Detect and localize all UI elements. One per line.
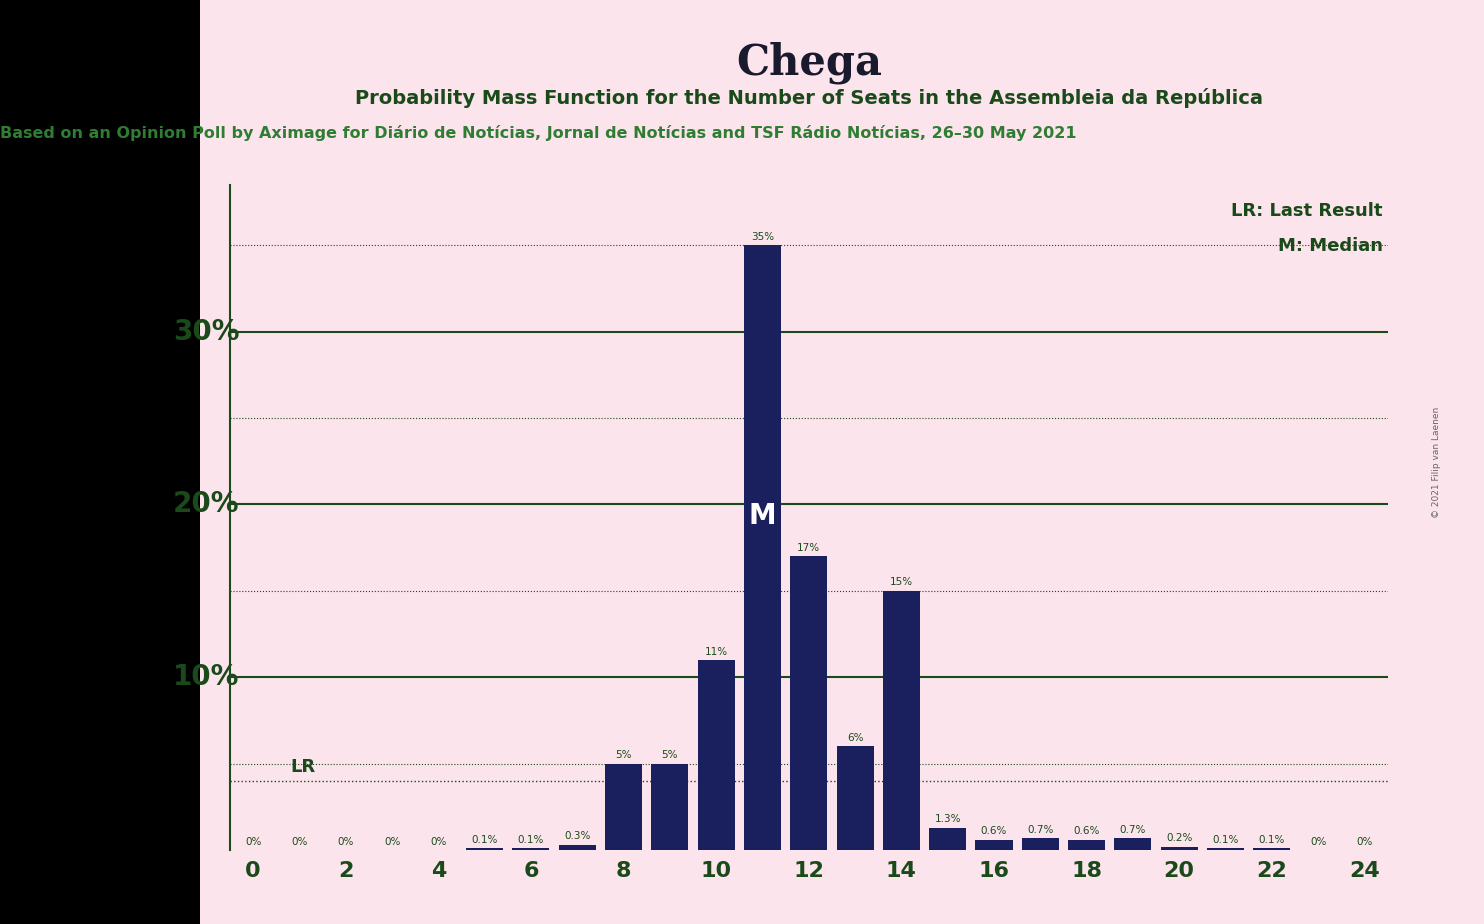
Text: LR: Last Result: LR: Last Result <box>1232 202 1383 220</box>
Text: 0.2%: 0.2% <box>1166 833 1192 844</box>
Text: 17%: 17% <box>797 543 821 553</box>
Bar <box>697 660 735 850</box>
Text: 1.3%: 1.3% <box>935 814 962 824</box>
Text: 0%: 0% <box>1310 836 1327 846</box>
Bar <box>975 840 1012 850</box>
Text: 0.1%: 0.1% <box>472 835 497 845</box>
Text: Probability Mass Function for the Number of Seats in the Assembleia da República: Probability Mass Function for the Number… <box>355 88 1263 108</box>
Text: M: Median: M: Median <box>1278 237 1383 255</box>
Text: 5%: 5% <box>616 750 632 760</box>
Bar <box>837 747 874 850</box>
Bar <box>559 845 595 850</box>
Bar <box>1022 838 1058 850</box>
Bar <box>883 590 920 850</box>
Bar <box>791 556 827 850</box>
Text: 0.6%: 0.6% <box>981 826 1008 836</box>
Text: 20%: 20% <box>172 491 239 518</box>
Text: 6%: 6% <box>847 733 864 743</box>
Text: 15%: 15% <box>890 578 913 588</box>
Text: 35%: 35% <box>751 232 775 242</box>
Bar <box>1068 840 1106 850</box>
Text: 30%: 30% <box>172 318 239 346</box>
Text: 0.3%: 0.3% <box>564 832 591 842</box>
Bar <box>651 763 689 850</box>
Text: 0%: 0% <box>337 836 355 846</box>
Text: 10%: 10% <box>174 663 239 691</box>
Text: 0%: 0% <box>430 836 447 846</box>
Text: 5%: 5% <box>662 750 678 760</box>
Text: 0%: 0% <box>245 836 261 846</box>
Bar <box>1254 848 1290 850</box>
Text: 0.1%: 0.1% <box>1212 835 1239 845</box>
Bar <box>605 763 643 850</box>
Bar <box>466 848 503 850</box>
Text: LR: LR <box>291 758 315 776</box>
Bar <box>1206 848 1244 850</box>
Text: 0.1%: 0.1% <box>518 835 545 845</box>
Text: 0.6%: 0.6% <box>1073 826 1100 836</box>
Bar <box>1160 846 1198 850</box>
Bar <box>512 848 549 850</box>
Text: 11%: 11% <box>705 647 727 657</box>
Text: 0%: 0% <box>1356 836 1373 846</box>
Bar <box>743 245 781 850</box>
Text: 0.1%: 0.1% <box>1258 835 1285 845</box>
Text: © 2021 Filip van Laenen: © 2021 Filip van Laenen <box>1432 407 1441 517</box>
Text: Based on an Opinion Poll by Aximage for Diário de Notícias, Jornal de Notícias a: Based on an Opinion Poll by Aximage for … <box>0 125 1076 140</box>
Text: M: M <box>748 503 776 530</box>
Text: 0.7%: 0.7% <box>1120 824 1146 834</box>
Text: 0%: 0% <box>291 836 307 846</box>
Text: 0.7%: 0.7% <box>1027 824 1054 834</box>
Bar <box>1114 838 1152 850</box>
Text: 0%: 0% <box>384 836 401 846</box>
Text: Chega: Chega <box>736 42 881 84</box>
Bar <box>929 828 966 850</box>
